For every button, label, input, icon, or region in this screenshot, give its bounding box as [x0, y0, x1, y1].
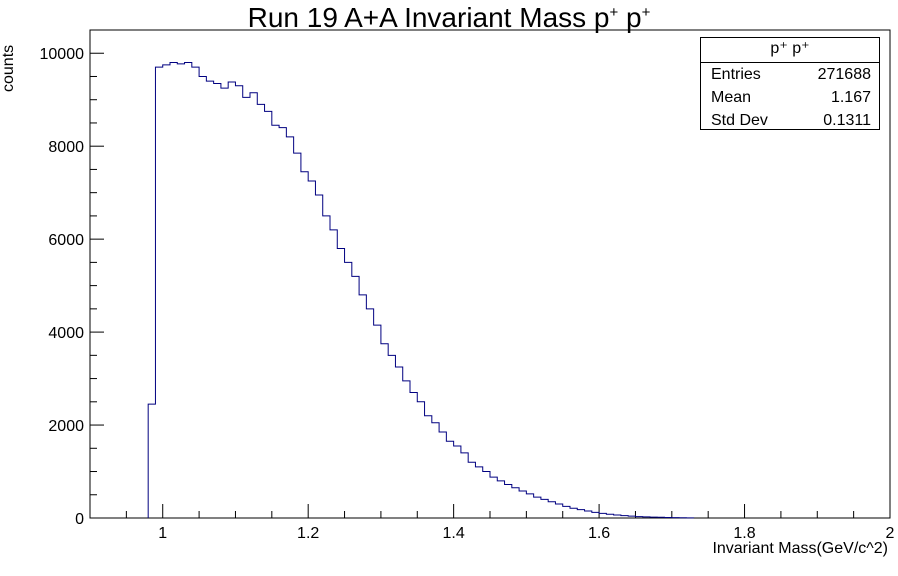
x-tick-label: 1.6 [588, 525, 610, 542]
chart-title: Run 19 A+A Invariant Mass p+ p+ [247, 2, 651, 33]
stats-label: Entries [711, 66, 761, 83]
x-tick-label: 1 [158, 525, 167, 542]
histogram-series [147, 62, 695, 519]
stats-box: p⁺ p⁺ Entries 271688 Mean 1.167 Std Dev … [700, 37, 880, 130]
stats-label: Std Dev [711, 112, 768, 129]
x-tick-label: 2 [886, 525, 895, 542]
stats-row-mean: Mean 1.167 [701, 86, 879, 109]
stats-box-title: p⁺ p⁺ [701, 38, 879, 63]
stats-value: 0.1311 [823, 112, 871, 129]
x-axis-label: Invariant Mass(GeV/c^2) [712, 540, 888, 557]
y-tick-label: 10000 [40, 46, 85, 63]
y-tick-label: 0 [75, 511, 84, 528]
stats-label: Mean [711, 89, 752, 106]
y-axis-label: counts [0, 44, 17, 92]
y-tick-label: 4000 [48, 325, 84, 342]
stats-value: 1.167 [830, 89, 871, 106]
y-tick-label: 2000 [48, 418, 84, 435]
y-tick-label: 8000 [48, 139, 84, 156]
x-tick-label: 1.4 [443, 525, 465, 542]
x-tick-label: 1.8 [733, 525, 755, 542]
x-tick-label: 1.2 [297, 525, 319, 542]
stats-value: 271688 [817, 66, 871, 83]
stats-row-stddev: Std Dev 0.1311 [701, 109, 879, 132]
y-tick-label: 6000 [48, 232, 84, 249]
stats-row-entries: Entries 271688 [701, 63, 879, 86]
